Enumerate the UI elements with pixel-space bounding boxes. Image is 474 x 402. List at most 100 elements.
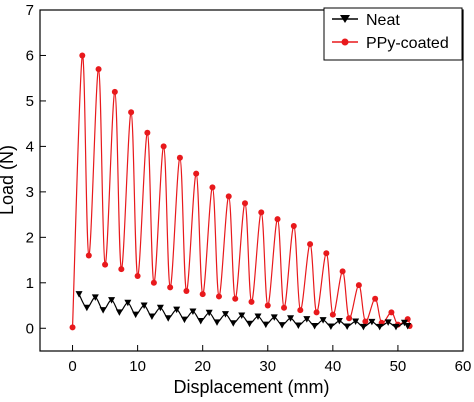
data-point	[329, 311, 336, 318]
data-point	[79, 52, 86, 59]
data-point	[183, 287, 190, 294]
x-tick-label: 60	[455, 358, 472, 375]
data-point	[199, 291, 206, 298]
data-point	[221, 311, 229, 318]
data-point	[69, 324, 76, 331]
series-ppy-coated	[69, 52, 413, 331]
data-point	[343, 323, 351, 330]
legend-label-neat: Neat	[366, 12, 400, 29]
data-point	[258, 209, 265, 216]
data-point	[246, 320, 254, 328]
data-point	[229, 320, 237, 327]
data-point	[144, 129, 151, 136]
legend-item-ppy-coated: PPy-coated	[332, 35, 449, 52]
data-point	[384, 319, 392, 326]
data-point	[372, 295, 379, 302]
data-point	[323, 250, 330, 257]
data-point	[160, 143, 167, 150]
data-point	[319, 317, 327, 324]
data-point	[148, 313, 156, 320]
data-point	[307, 241, 314, 248]
axes: 0 10 20 30 40 50 60 0 1 2 3 4 5 6 7	[26, 2, 472, 375]
data-point	[102, 261, 109, 268]
data-point	[115, 309, 123, 316]
data-point	[327, 323, 335, 330]
data-point	[193, 170, 200, 177]
data-point	[180, 316, 188, 324]
legend-label-ppy-coated: PPy-coated	[366, 35, 449, 52]
data-point	[85, 252, 92, 259]
x-tick-label: 20	[194, 358, 211, 375]
data-point	[156, 304, 164, 312]
data-point	[91, 294, 99, 301]
y-tick-label: 2	[26, 229, 34, 246]
data-point	[209, 184, 216, 191]
x-tick-label: 50	[390, 358, 407, 375]
x-tick-label: 30	[259, 358, 276, 375]
data-point	[189, 308, 197, 315]
data-point	[254, 313, 262, 320]
x-tick-label: 10	[129, 358, 146, 375]
data-point	[392, 323, 400, 331]
data-point	[281, 304, 288, 311]
data-point	[362, 318, 369, 325]
y-tick-label: 3	[26, 184, 34, 201]
data-point	[132, 311, 140, 319]
data-point	[164, 315, 172, 322]
data-point	[355, 282, 362, 289]
data-point	[111, 88, 118, 95]
data-point	[241, 200, 248, 207]
data-point	[99, 307, 107, 314]
data-point	[264, 302, 271, 309]
legend-item-neat: Neat	[332, 12, 400, 29]
data-point	[248, 298, 255, 305]
legend-triangle-marker	[340, 15, 350, 23]
data-point	[134, 272, 141, 279]
data-point	[225, 193, 232, 200]
data-point	[124, 299, 132, 307]
y-tick-label: 5	[26, 93, 34, 110]
data-point	[173, 306, 181, 314]
x-tick-label: 40	[325, 358, 342, 375]
data-point	[278, 322, 286, 329]
data-point	[303, 316, 311, 323]
y-tick-label: 6	[26, 47, 34, 64]
data-point	[274, 216, 281, 223]
data-point	[95, 66, 102, 73]
data-point	[215, 293, 222, 300]
data-point	[339, 268, 346, 275]
y-tick-label: 7	[26, 2, 34, 19]
y-tick-label: 1	[26, 275, 34, 292]
data-point	[352, 318, 360, 325]
data-point	[232, 295, 239, 302]
data-point	[294, 322, 302, 330]
data-point	[167, 284, 174, 291]
data-point	[297, 307, 304, 314]
legend: Neat PPy-coated	[323, 7, 463, 61]
data-point	[128, 109, 135, 116]
data-point	[290, 222, 297, 229]
data-point	[238, 312, 246, 320]
data-point	[75, 291, 83, 298]
data-point	[108, 297, 116, 304]
data-point	[213, 319, 221, 326]
y-axis-title: Load (N)	[0, 145, 17, 215]
data-point	[335, 317, 343, 325]
data-point	[118, 266, 125, 273]
data-point	[404, 322, 412, 330]
data-point	[313, 309, 320, 316]
x-tick-label: 0	[68, 358, 76, 375]
x-axis-title: Displacement (mm)	[173, 377, 329, 397]
data-point	[262, 321, 270, 329]
y-tick-label: 0	[26, 320, 34, 337]
data-point	[359, 323, 367, 331]
y-tick-label: 4	[26, 138, 34, 155]
data-point	[197, 317, 205, 325]
data-point	[287, 315, 295, 322]
series-neat	[75, 291, 412, 331]
data-point	[311, 322, 319, 330]
data-point	[150, 279, 157, 286]
data-point	[376, 323, 384, 331]
data-point	[176, 154, 183, 161]
